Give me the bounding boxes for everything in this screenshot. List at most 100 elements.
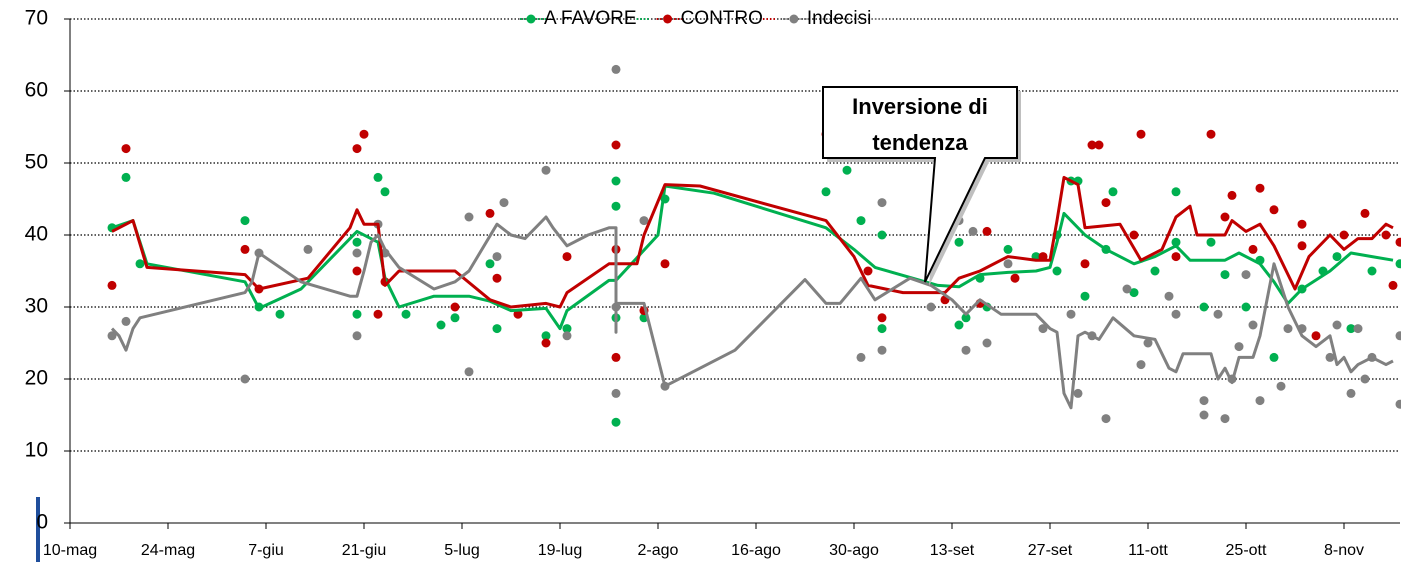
point (1220, 270, 1230, 280)
point (562, 324, 572, 334)
point (1388, 280, 1398, 290)
point (1199, 396, 1209, 406)
point (954, 237, 964, 247)
point (982, 338, 992, 348)
point (1297, 241, 1307, 251)
point (1367, 266, 1377, 276)
point (1073, 388, 1083, 398)
point (1381, 230, 1391, 240)
x-tick-label: 19-lug (538, 542, 582, 559)
point (464, 367, 474, 377)
point (1129, 288, 1139, 298)
point (1346, 324, 1356, 334)
point (1171, 309, 1181, 319)
point (611, 64, 621, 74)
legend-marker (663, 14, 673, 24)
point (1080, 259, 1090, 269)
point (464, 212, 474, 222)
point (380, 187, 390, 197)
point (121, 316, 131, 326)
x-tick-label: 10-mag (43, 542, 97, 559)
point (303, 244, 313, 254)
point (485, 259, 495, 269)
x-tick-label: 11-ott (1128, 542, 1168, 559)
legend-marker (526, 14, 536, 24)
point (1311, 331, 1321, 341)
legend-label: Indecisi (807, 8, 871, 29)
point (877, 313, 887, 323)
point (954, 320, 964, 330)
point (968, 226, 978, 236)
point (926, 302, 936, 312)
point (1234, 342, 1244, 352)
y-tick-label: 50 (25, 151, 48, 174)
point (499, 198, 509, 208)
point (485, 208, 495, 218)
point (1220, 414, 1230, 424)
point (877, 324, 887, 334)
legend-item: A FAVORE (520, 8, 649, 29)
point (352, 248, 362, 258)
point (1241, 270, 1251, 280)
point (541, 331, 551, 341)
point (1297, 219, 1307, 229)
point (1353, 324, 1363, 334)
x-tick-label: 5-lug (444, 542, 480, 559)
legend-item: Indecisi (782, 8, 884, 29)
axis-marker (36, 497, 40, 562)
point (541, 338, 551, 348)
x-tick-label: 13-set (930, 542, 975, 559)
point (352, 266, 362, 276)
point (1199, 410, 1209, 420)
point (1199, 302, 1209, 312)
point (1003, 259, 1013, 269)
point (1136, 129, 1146, 139)
point (240, 374, 250, 384)
point (1052, 266, 1062, 276)
point (982, 226, 992, 236)
point (1241, 302, 1251, 312)
point (1269, 352, 1279, 362)
point (611, 176, 621, 186)
point (352, 144, 362, 154)
legend-label: A FAVORE (544, 8, 637, 29)
y-tick-label: 10 (25, 439, 48, 462)
point (1325, 352, 1335, 362)
point (1206, 129, 1216, 139)
point (1395, 237, 1401, 247)
point (373, 172, 383, 182)
point (240, 244, 250, 254)
point (856, 352, 866, 362)
point (1395, 331, 1401, 341)
point (1101, 414, 1111, 424)
point (1283, 324, 1293, 334)
point (1094, 140, 1104, 150)
point (1255, 396, 1265, 406)
point (639, 216, 649, 226)
y-tick-label: 0 (36, 511, 48, 534)
point (275, 309, 285, 319)
y-tick-label: 30 (25, 295, 48, 318)
point (863, 266, 873, 276)
x-tick-label: 24-mag (141, 542, 195, 559)
point (373, 309, 383, 319)
point (513, 309, 523, 319)
point (240, 216, 250, 226)
x-tick-label: 8-nov (1324, 542, 1364, 559)
point (1248, 320, 1258, 330)
point (611, 140, 621, 150)
point (1276, 381, 1286, 391)
x-tick-label: 2-ago (638, 542, 679, 559)
x-tick-label: 27-set (1028, 542, 1073, 559)
point (961, 313, 971, 323)
point (352, 237, 362, 247)
point (611, 201, 621, 211)
point (877, 230, 887, 240)
x-tick-label: 7-giu (248, 542, 284, 559)
point (877, 198, 887, 208)
point (1171, 237, 1181, 247)
point (1129, 230, 1139, 240)
point (352, 309, 362, 319)
point (492, 252, 502, 262)
point (1136, 360, 1146, 370)
